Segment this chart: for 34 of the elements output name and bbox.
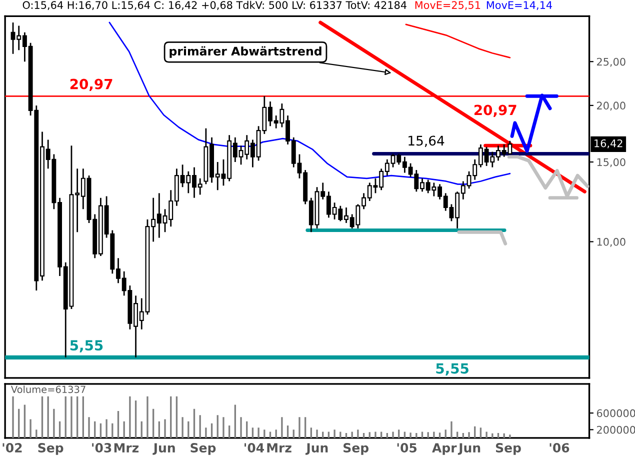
y-tick-label: 200000 [596, 426, 635, 434]
x-tick-label: '02 [2, 443, 22, 453]
ref-line-label: 5,55 [70, 340, 103, 352]
chart-title: Volume=61337 [11, 386, 86, 394]
y-tick-label: 600000 [596, 409, 635, 418]
x-tick-label: Apr [432, 443, 457, 455]
x-tick-label: Jun [458, 443, 480, 455]
annotation: primärer Abwärtstrend [170, 46, 322, 58]
text: MovE=14,14 [486, 1, 552, 10]
y-tick-label: 20,00 [596, 102, 626, 111]
x-tick-label: '05 [397, 443, 417, 453]
annotation: 15,64 [408, 136, 444, 148]
x-tick-label: Jun [152, 443, 175, 455]
x-tick-label: Sep [344, 443, 369, 455]
annotation: 20,97 [474, 104, 516, 117]
x-tick-label: '04 [244, 443, 264, 453]
x-tick-label: Sep [190, 443, 216, 455]
ref-line-label: 20,97 [70, 78, 112, 92]
x-tick-label: '03 [92, 443, 112, 453]
chart-title: O:15,64 H:16,70 L:15,64 C: 16,42 +0,68 TdkV: 500 LV: 61337 TotV: 42184 [22, 0, 406, 10]
y-tick-label: 10,00 [597, 238, 626, 247]
x-tick-label: Mrz [114, 443, 139, 452]
y-tick-label: 15,00 [597, 158, 626, 168]
y-tick-label: 25,00 [596, 58, 626, 67]
x-tick-label: Sep [38, 443, 64, 455]
x-tick-label: Jun [306, 443, 328, 455]
annotation: 5,55 [436, 363, 468, 376]
annotation: 16,42 [594, 139, 622, 148]
x-tick-label: Sep [496, 443, 521, 455]
x-tick-label: '06 [550, 443, 570, 453]
series-label: MovE=25,51 [415, 1, 480, 10]
x-tick-label: Mrz [267, 443, 292, 452]
line-series [507, 155, 590, 198]
line-series [405, 24, 511, 58]
